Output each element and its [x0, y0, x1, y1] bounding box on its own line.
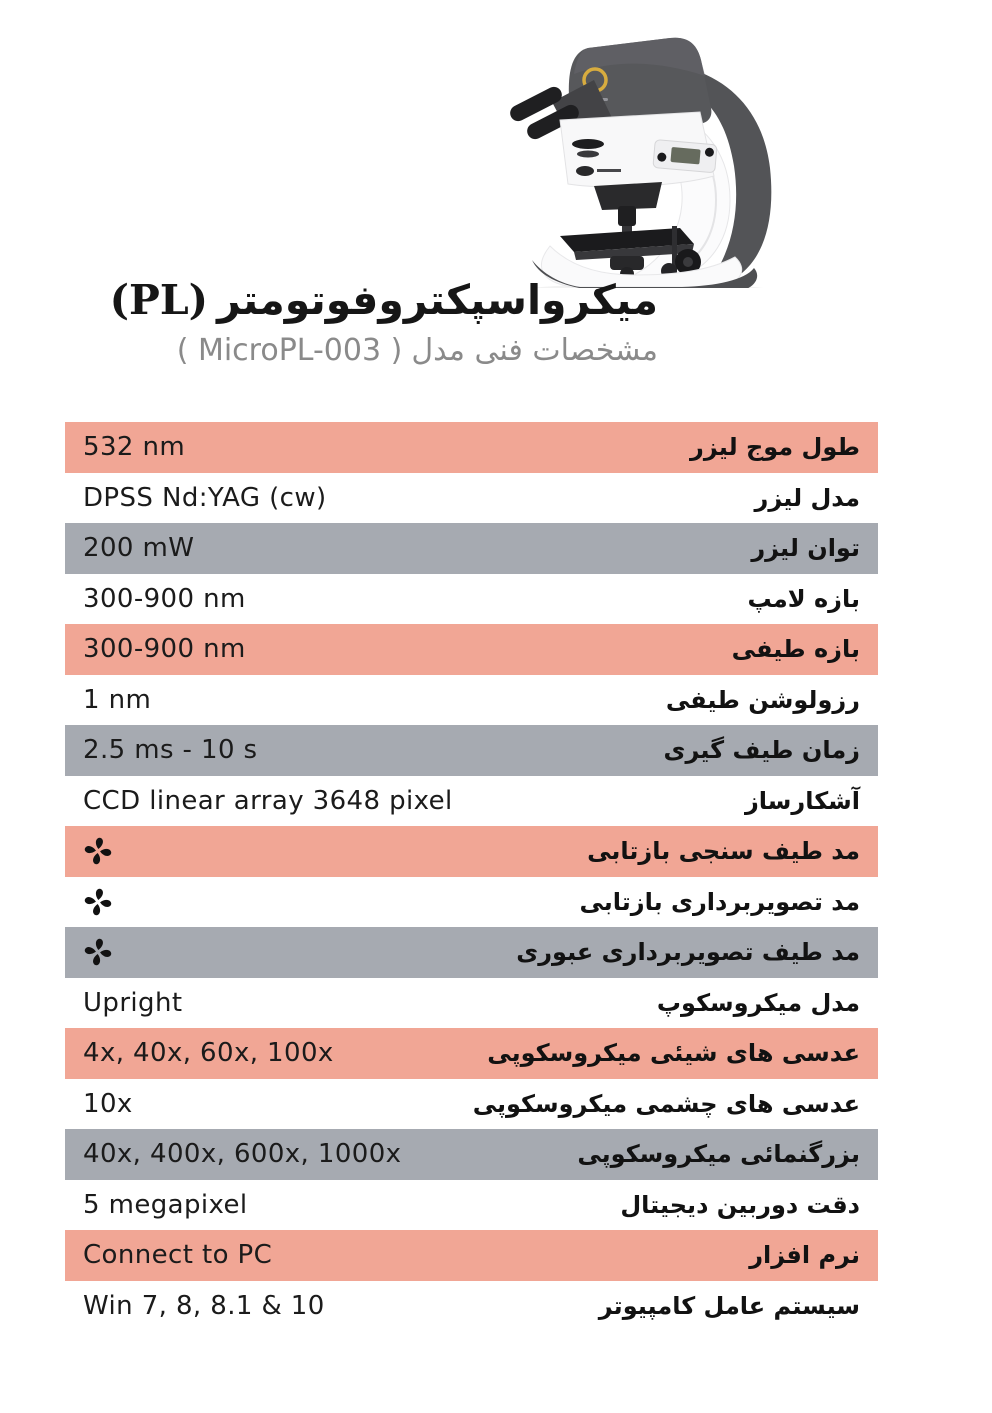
spec-row: 300-900 nm بازه لامپ	[65, 574, 878, 625]
spec-value: 2.5 ms - 10 s	[83, 735, 258, 766]
page-header: میکرواسپکتروفوتومتر(PL) مشخصات فنی مدل( …	[109, 276, 658, 368]
spec-value: CCD linear array 3648 pixel	[83, 785, 453, 816]
spec-value: 1 nm	[83, 684, 152, 715]
spec-row: 40x, 400x, 600x, 1000x بزرگنمائی میکروسکو…	[65, 1129, 878, 1180]
spec-row: 1 nm رزولوشن طیفی	[65, 675, 878, 726]
four-petal-asterisk-icon	[83, 887, 113, 917]
spec-label: بازه لامپ	[747, 584, 861, 613]
spec-label: دقت دوربین دیجیتال	[620, 1190, 860, 1219]
page-subtitle-fa: مشخصات فنی مدل	[411, 332, 658, 368]
spec-label: رزولوشن طیفی	[665, 685, 860, 714]
spec-table: 532 nm طول موج لیزر DPSS Nd:YAG (cw) مدل لی…	[65, 422, 878, 1331]
spec-row: DPSS Nd:YAG (cw) مدل لیزر	[65, 473, 878, 524]
spec-label: آشکارساز	[744, 786, 860, 815]
spec-label: مد طیف تصویربرداری عبوری	[516, 938, 860, 967]
spec-row: Upright مدل میکروسکوپ	[65, 978, 878, 1029]
spec-value: 200 mW	[83, 533, 195, 564]
spec-row: Win 7, 8, 8.1 & 10 سیستم عامل کامپیوتر	[65, 1281, 878, 1332]
spec-label: عدسی های چشمی میکروسکوپی	[472, 1089, 860, 1118]
spec-row: CCD linear array 3648 pixel آشکارساز	[65, 776, 878, 827]
spec-value: Win 7, 8, 8.1 & 10	[83, 1290, 325, 1321]
spec-value: 532 nm	[83, 432, 186, 463]
spec-row: مد طیف سنجی بازتابی	[65, 826, 878, 877]
spec-label: توان لیزر	[751, 534, 860, 563]
page-title-fa: میکرواسپکتروفوتومتر	[217, 276, 658, 324]
spec-row: مد طیف تصویربرداری عبوری	[65, 927, 878, 978]
spec-label: عدسی های شیئی میکروسکوپی	[487, 1039, 860, 1068]
spec-value: Upright	[83, 987, 183, 1018]
spec-row: 4x, 40x, 60x, 100x عدسی های شیئی میکروسکو…	[65, 1028, 878, 1079]
spec-value: 10x	[83, 1088, 133, 1119]
spec-row: 10x عدسی های چشمی میکروسکوپی	[65, 1079, 878, 1130]
spec-value: 300-900 nm	[83, 583, 246, 614]
spec-value: 40x, 400x, 600x, 1000x	[83, 1139, 402, 1170]
four-petal-asterisk-icon	[84, 838, 112, 865]
spec-value: 300-900 nm	[83, 634, 246, 665]
spec-value: DPSS Nd:YAG (cw)	[83, 482, 327, 513]
spec-label: بزرگنمائی میکروسکوپی	[577, 1140, 860, 1169]
spec-label: سیستم عامل کامپیوتر	[598, 1291, 860, 1320]
spec-label: طول موج لیزر	[690, 433, 860, 462]
four-petal-asterisk-icon	[84, 939, 112, 966]
page-title-en: (PL)	[109, 276, 209, 324]
microscope-illustration-svg	[510, 37, 772, 296]
spec-label: زمان طیف گیری	[663, 736, 860, 765]
spec-label: مد طیف سنجی بازتابی	[587, 837, 860, 866]
spec-row: 2.5 ms - 10 s زمان طیف گیری	[65, 725, 878, 776]
spec-row: Connect to PC نرم افزار	[65, 1230, 878, 1281]
control-display-panel	[652, 139, 718, 173]
spec-row: 200 mW توان لیزر	[65, 523, 878, 574]
spec-row: 300-900 nm بازه طیفی	[65, 624, 878, 675]
spec-row: مد تصویربرداری بازتابی	[65, 877, 878, 928]
spec-label: مد تصویربرداری بازتابی	[579, 887, 860, 916]
page-subtitle-model: ( MicroPL-003 )	[176, 332, 403, 368]
spec-label: مدل لیزر	[754, 483, 860, 512]
four-petal-asterisk-icon	[83, 836, 113, 866]
four-petal-asterisk-icon	[83, 937, 113, 967]
spec-label: مدل میکروسکوپ	[656, 988, 860, 1017]
four-petal-asterisk-icon	[84, 888, 112, 915]
page-title: میکرواسپکتروفوتومتر(PL)	[109, 276, 658, 324]
spec-label: بازه طیفی	[731, 635, 860, 664]
spec-label: نرم افزار	[749, 1241, 860, 1270]
microscope-illustration	[478, 10, 773, 296]
spec-row: 532 nm طول موج لیزر	[65, 422, 878, 473]
spec-value: 5 megapixel	[83, 1189, 248, 1220]
spec-row: 5 megapixel دقت دوربین دیجیتال	[65, 1180, 878, 1231]
spec-value: 4x, 40x, 60x, 100x	[83, 1038, 334, 1069]
spec-value: Connect to PC	[83, 1240, 273, 1271]
page-subtitle: مشخصات فنی مدل( MicroPL-003 )	[110, 333, 658, 368]
